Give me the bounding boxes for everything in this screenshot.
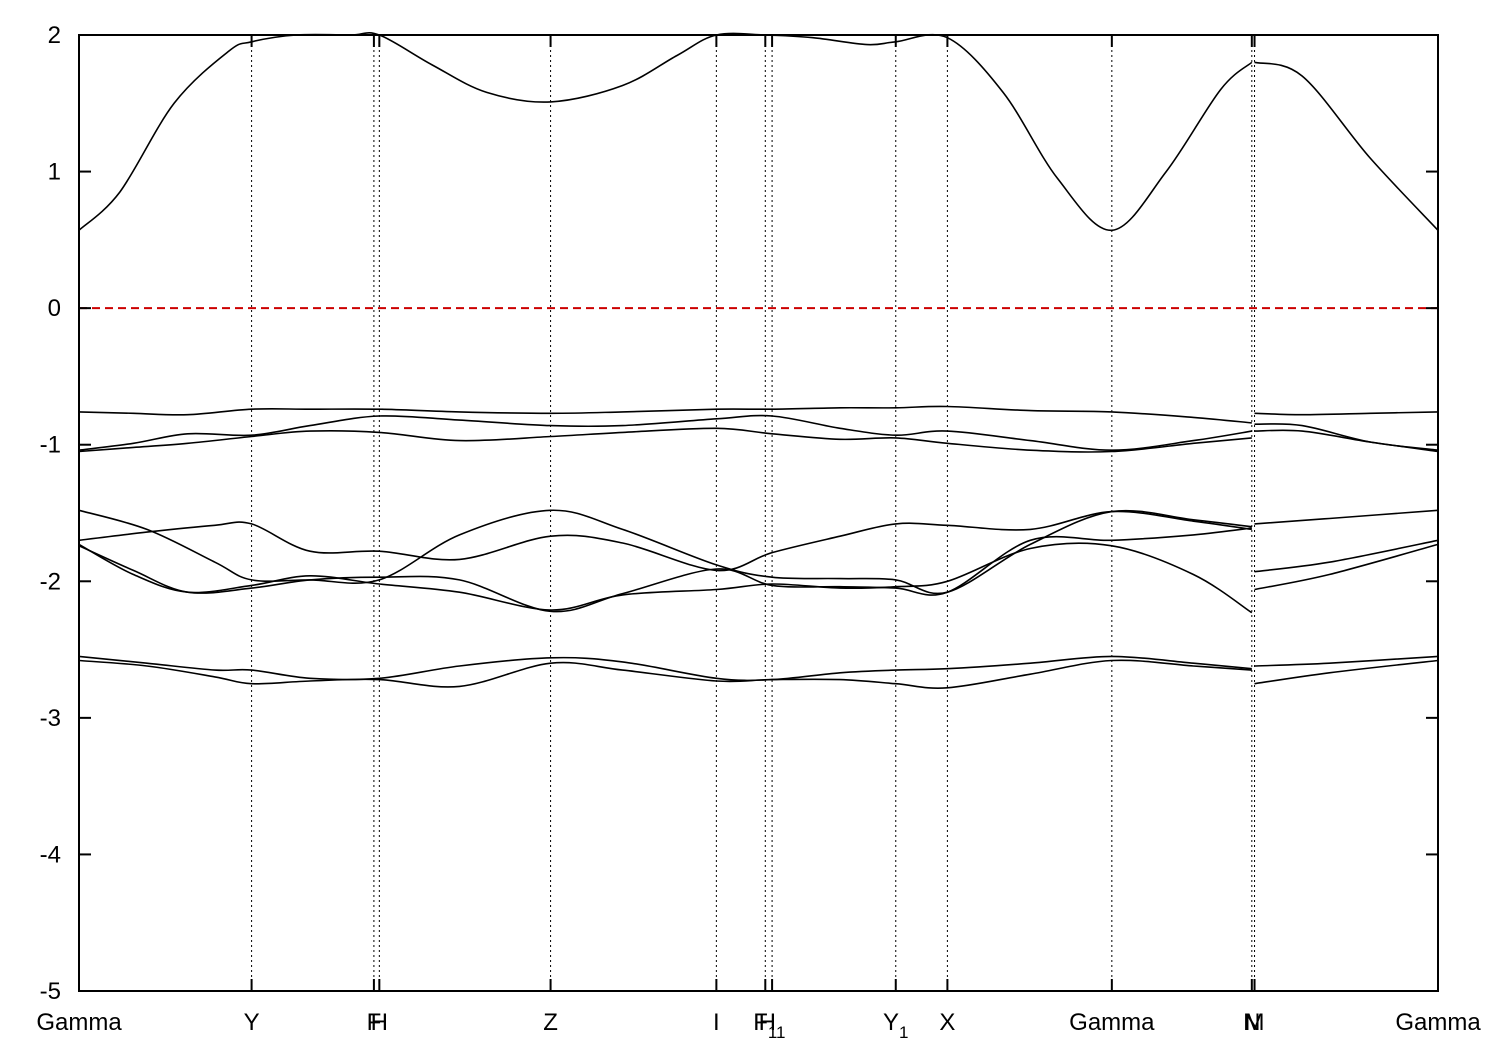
- band-line-6: [78, 510, 1252, 572]
- x-tick-label: Y1: [883, 1009, 908, 1042]
- band-line-2: [78, 405, 1252, 424]
- band-line-7: [1254, 543, 1439, 591]
- x-tick-label: H: [371, 1009, 388, 1036]
- band-line-3: [78, 414, 1252, 452]
- band-line-10: [78, 659, 1252, 689]
- x-tick-label: Gamma: [1395, 1009, 1481, 1036]
- x-tick-label: Y: [244, 1009, 260, 1036]
- y-tick-label: 0: [48, 295, 61, 322]
- x-tick-label: Gamma: [36, 1009, 122, 1036]
- y-tick-label: -2: [40, 568, 61, 595]
- x-tick-label: M: [1245, 1009, 1265, 1036]
- band-line-8: [78, 527, 1252, 613]
- x-tick-label: Gamma: [1069, 1009, 1155, 1036]
- y-tick-label: 1: [48, 159, 61, 186]
- y-tick-label: -1: [40, 432, 61, 459]
- y-tick-label: 2: [48, 22, 61, 49]
- band-line-4: [78, 427, 1252, 453]
- plot-frame: [78, 34, 1439, 992]
- y-tick-label: -4: [40, 841, 61, 868]
- y-tick-label: -3: [40, 705, 61, 732]
- band-line-9: [1254, 655, 1439, 667]
- kpoint-divider-lines: [251, 35, 1256, 991]
- x-tick-label: H1: [759, 1009, 786, 1042]
- band-line-4: [1254, 423, 1439, 451]
- band-line-9: [78, 655, 1252, 682]
- x-tick-label: I: [713, 1009, 720, 1036]
- band-line-7: [78, 542, 1253, 614]
- band-line-5: [1254, 509, 1439, 525]
- band-line-6: [1254, 539, 1439, 573]
- x-tick-label: F1: [753, 1009, 777, 1042]
- x-tick-label: X: [939, 1009, 955, 1036]
- band-line-1: [1254, 61, 1439, 231]
- band-line-1: [78, 32, 1253, 232]
- x-tick-label: Z: [543, 1009, 558, 1036]
- energy-bands: [78, 32, 1439, 689]
- band-line-10: [1254, 659, 1439, 685]
- band-line-2: [1254, 411, 1439, 416]
- y-axis-ticks: 2 1 0 -1 -2 -3 -4 -5: [40, 22, 1438, 1005]
- x-tick-label: N: [1243, 1009, 1260, 1036]
- y-tick-label: -5: [40, 978, 61, 1005]
- x-tick-label: F: [367, 1009, 382, 1036]
